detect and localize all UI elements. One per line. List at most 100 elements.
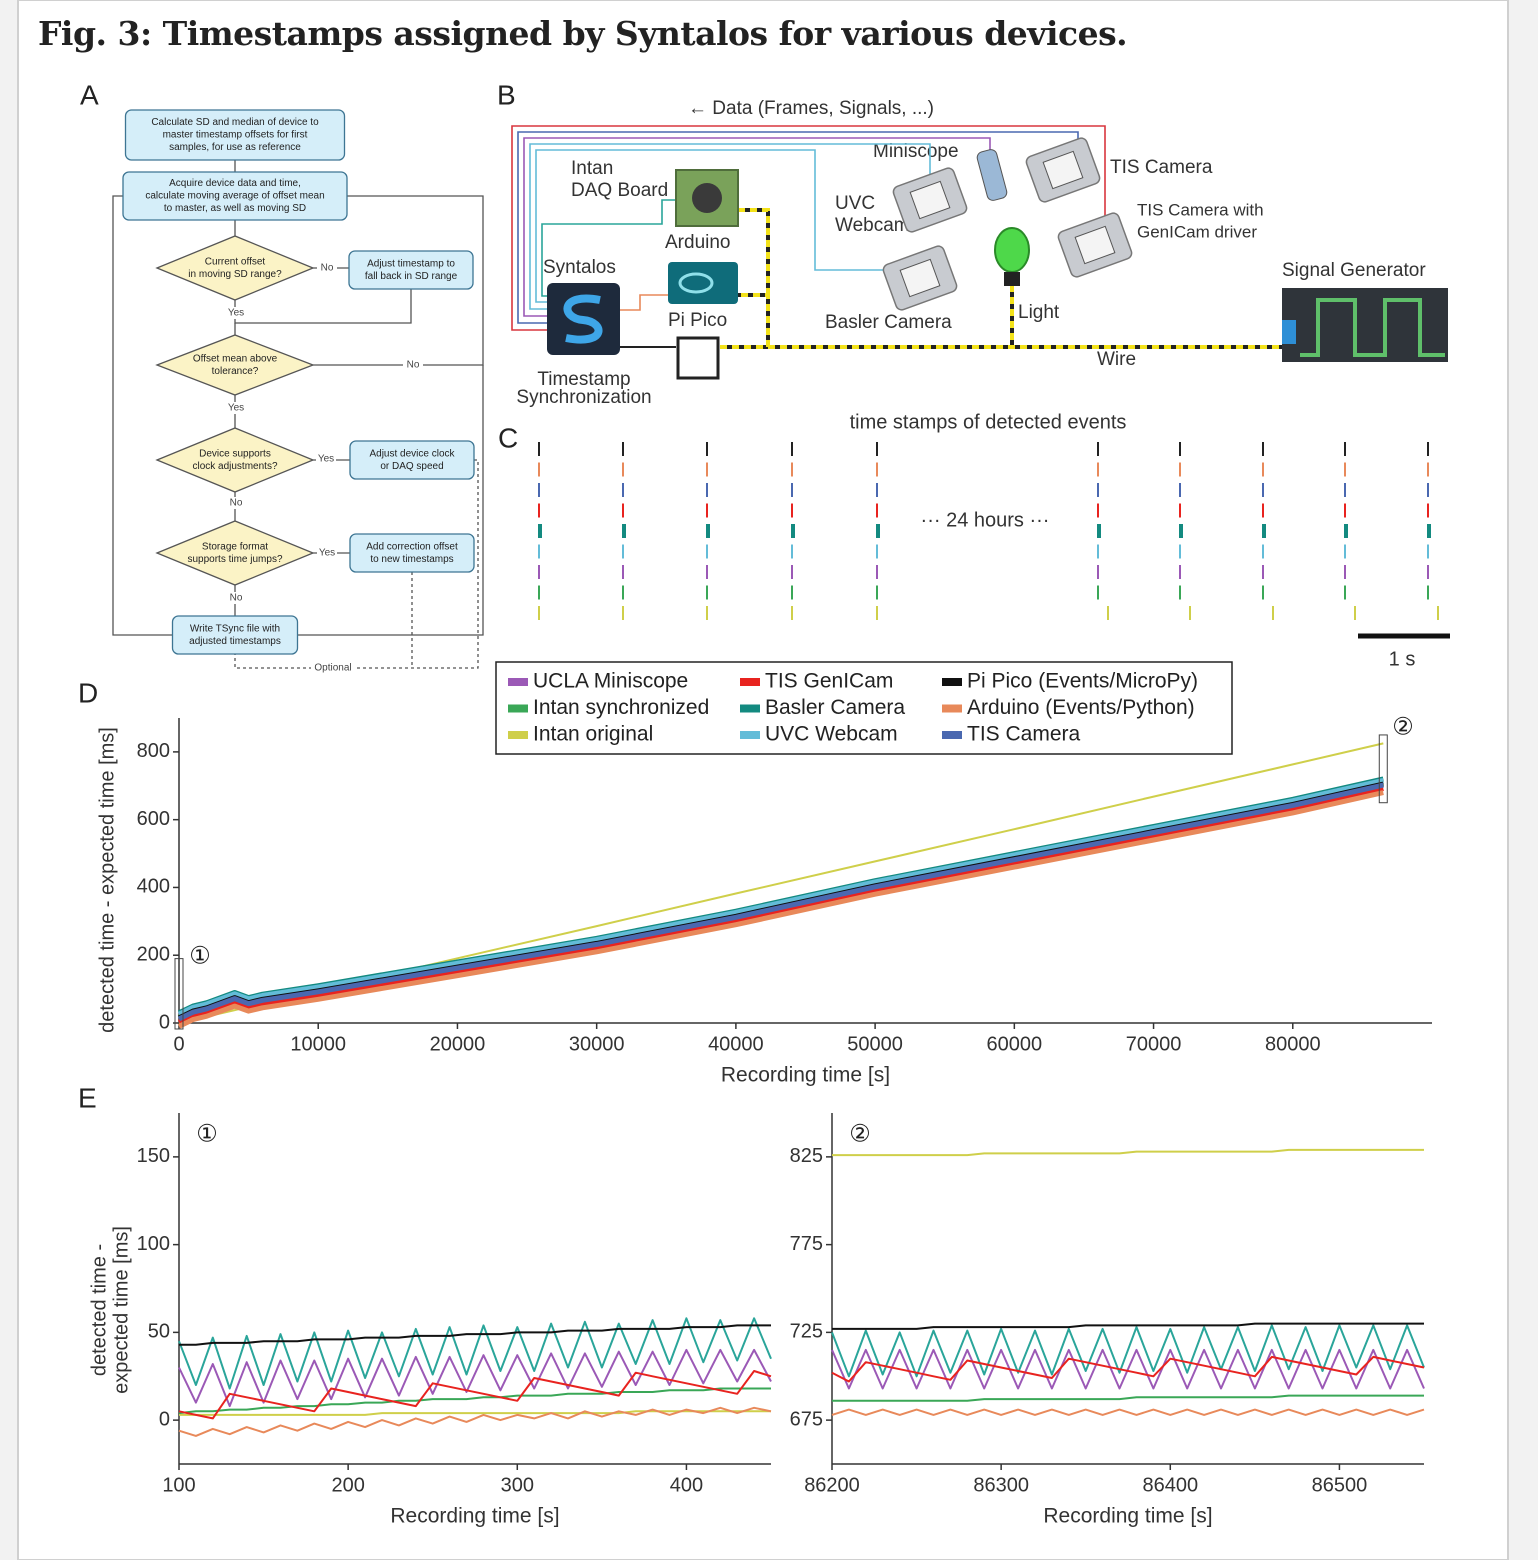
node-text: Storage format [202,541,268,552]
series-line [832,1394,1424,1402]
edge-label: No [321,263,334,274]
x-tick-label: 86300 [973,1474,1029,1496]
y-tick-label: 50 [148,1321,170,1343]
x-tick-label: 0 [173,1033,184,1055]
connector [297,365,484,636]
cable [523,137,991,317]
cable [529,143,931,310]
diagram-label: Syntalos [543,257,616,278]
x-tick-label: 10000 [290,1033,346,1055]
series-line [179,1410,771,1416]
legend-box [495,661,1233,755]
connector [313,195,484,366]
legend-label: UCLA Miniscope [533,670,688,693]
y-axis-label: detected time - expected time [ms] [96,727,118,1033]
edge-label: No [230,593,243,604]
legend-swatch [942,731,962,739]
panel-label: D [78,677,98,708]
node-text: Calculate SD and median of device to [151,117,319,128]
edge-label-bg [317,262,337,274]
x-tick-label: 70000 [1126,1033,1182,1055]
series-line [831,1324,1425,1378]
edge-label-bg [226,592,246,604]
series-line [831,1348,1425,1390]
y-tick-label: 675 [790,1408,823,1430]
series-line [178,1370,772,1420]
legend-label: Arduino (Events/Python) [967,696,1195,719]
y-tick-label: 0 [159,1408,170,1430]
edge-label: No [407,360,420,371]
edge-label: Yes [228,403,244,414]
legend-swatch [508,731,528,739]
edge-label: Yes [319,548,335,559]
diagram-label: Timestamp [537,369,630,390]
node-text: Adjust timestamp to [367,258,455,269]
x-axis-label: Recording time [s] [1043,1505,1212,1528]
decision-diamond [155,427,315,493]
legend-label: Intan synchronized [533,696,709,719]
x-tick-label: 86500 [1312,1474,1368,1496]
y-tick-label: 0 [159,1011,170,1033]
process-box [349,533,475,573]
node-text: fall back in SD range [365,271,458,282]
square-wave [1300,298,1445,357]
series-line [179,1324,771,1346]
x-tick-label: 50000 [847,1033,903,1055]
diagram-label: Synchronization [516,387,651,408]
legend-swatch [740,731,760,739]
legend-label: Basler Camera [765,696,905,719]
x-tick-label: 100 [162,1474,195,1496]
diagram-label: Arduino [665,232,731,253]
node-text: in moving SD range? [188,269,282,280]
x-axis-label: Recording time [s] [721,1064,890,1087]
edge-label-bg [226,497,246,509]
node-text: calculate moving average of offset mean [145,191,324,202]
pi-pico-chip [676,336,720,380]
series-line [178,1348,772,1408]
edge-label-bg [316,453,336,465]
intan-chip [692,183,722,213]
x-tick-label: 86200 [804,1474,860,1496]
series-line [177,786,1384,1025]
diagram-label: Intan [571,158,613,179]
node-text: Device supports [199,448,271,459]
series-line [178,1406,772,1437]
y-tick-label: 825 [790,1145,823,1167]
node-text: tolerance? [212,366,259,377]
legend-swatch [942,678,962,686]
x-axis-label: Recording time [s] [390,1505,559,1528]
basler-camera-lens [899,258,941,298]
diagram-label: UVC [835,193,875,214]
edge-label: Optional [314,663,351,674]
decision-diamond [155,235,315,301]
x-tick-label: 30000 [569,1033,625,1055]
x-tick-label: 86400 [1142,1474,1198,1496]
y-axis-label: expected time [ms] [110,1226,132,1394]
y-tick-label: 150 [137,1145,170,1167]
diagram-label: Miniscope [873,141,959,162]
diagram-label: ← Data (Frames, Signals, ...) [688,98,934,119]
zoom-box [174,958,184,1030]
panel-label: C [498,422,518,453]
cable [541,199,680,297]
annotation: ① [189,942,211,969]
process-box [122,171,348,221]
node-text: Write TSync file with [190,623,280,634]
signal-connector [1282,320,1296,344]
panel-label: E [78,1082,97,1113]
series-line [177,777,1384,1017]
diagram-label: Pi Pico [668,310,727,331]
legend-swatch [740,704,760,713]
diagram-label: Wire [1097,349,1136,370]
miniscope [976,149,1008,201]
annotation: ② [849,1120,871,1147]
node-text: Offset mean above [193,353,278,364]
signal-generator [1282,288,1448,362]
y-tick-label: 800 [137,740,170,762]
legend-swatch [740,678,760,686]
y-tick-label: 600 [137,808,170,830]
cable [738,208,770,295]
node-text: Current offset [205,256,266,267]
series-line [178,1317,772,1390]
